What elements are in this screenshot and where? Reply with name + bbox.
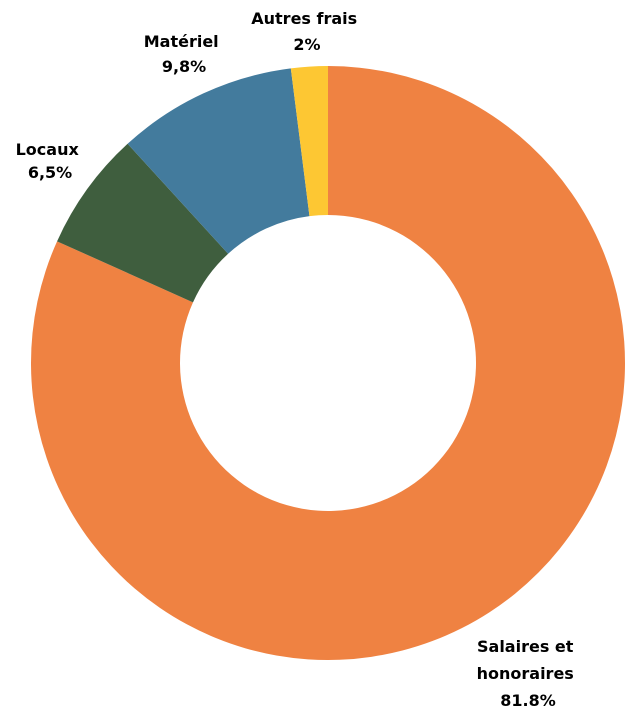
label-locaux-value: 6,5% <box>28 163 72 182</box>
slice-locaux <box>57 143 229 303</box>
label-salaires-name-line-2: honoraires <box>477 664 574 683</box>
label-salaires-value: 81.8% <box>500 691 556 708</box>
label-locaux-name: Locaux <box>16 140 80 159</box>
label-locaux: Locaux 6,5% <box>16 140 85 182</box>
slice-salaires <box>30 66 626 660</box>
label-materiel: Matériel 9,8% <box>144 32 225 76</box>
label-autres-frais: Autres frais 2% <box>251 9 363 54</box>
chart-slices <box>30 66 626 660</box>
label-autres-frais-value: 2% <box>293 35 320 54</box>
label-materiel-name: Matériel <box>144 32 219 51</box>
slice-materiel <box>127 68 310 254</box>
label-materiel-value: 9,8% <box>162 57 206 76</box>
label-salaires-name-line-1: Salaires et <box>477 637 574 656</box>
label-salaires: Salaires et honoraires 81.8% <box>477 637 580 708</box>
label-autres-frais-name: Autres frais <box>251 9 357 28</box>
slice-autres-frais <box>290 66 328 217</box>
